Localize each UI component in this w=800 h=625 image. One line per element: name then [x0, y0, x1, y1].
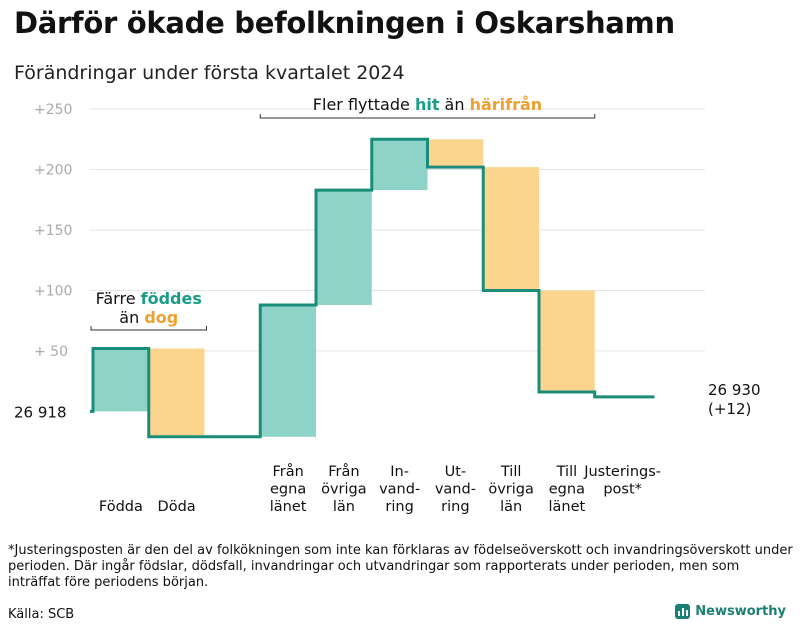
chart-title: Därför ökade befolkningen i Oskarshamn [14, 6, 675, 40]
category-label: Födda [99, 499, 143, 515]
chart-subtitle: Förändringar under första kvartalet 2024 [14, 62, 405, 84]
category-label: län [333, 499, 355, 515]
waterfall-bar [260, 304, 316, 437]
footnote: *Justeringsposten är den del av folkökni… [8, 543, 793, 590]
waterfall-bar [427, 139, 484, 168]
y-tick-label: + 50 [34, 344, 68, 360]
category-label: Till [556, 464, 578, 480]
annotation-bracket [259, 114, 596, 119]
annotation-bracket [90, 326, 207, 331]
end-change-label: (+12) [708, 400, 751, 418]
category-label: övriga [488, 482, 534, 498]
category-label: länet [549, 499, 586, 515]
waterfall-bar [316, 190, 372, 305]
y-tick-label: +150 [34, 223, 72, 239]
category-label: län [500, 499, 522, 515]
waterfall-bar [483, 167, 539, 291]
category-label: Ut- [445, 464, 467, 480]
newsworthy-logo-icon [675, 604, 691, 619]
waterfall-bar [93, 348, 149, 412]
category-label: vand- [435, 482, 476, 498]
category-label: ring [441, 499, 469, 515]
category-label: post* [603, 482, 642, 498]
y-tick-label: +200 [34, 163, 72, 179]
category-label: Justerings- [583, 464, 661, 480]
y-tick-label: +250 [34, 102, 72, 118]
waterfall-bar [371, 139, 428, 191]
logo-text: Newsworthy [695, 604, 786, 619]
annotation-text: Fler flyttade hit än härifrån [313, 95, 542, 114]
category-label: vand- [379, 482, 420, 498]
waterfall-bar [148, 348, 205, 437]
category-label: ring [385, 499, 413, 515]
end-value-label: 26 930 [708, 381, 761, 399]
category-label: Döda [158, 499, 196, 515]
category-label: övriga [321, 482, 367, 498]
category-label: Till [500, 464, 522, 480]
cumulative-step-line [90, 137, 655, 439]
waterfall-bar [539, 290, 595, 393]
category-label: Från [272, 463, 303, 480]
source-label: Källa: SCB [8, 607, 75, 622]
category-label: egna [549, 482, 585, 498]
waterfall-chart: + 50 +100 +150 +200 +250 26 918 26 930(+12) Föd… [14, 95, 761, 515]
newsworthy-logo: Newsworthy [675, 604, 786, 619]
annotation-text: än dog [119, 308, 178, 327]
category-label: länet [270, 499, 307, 515]
category-label: egna [270, 482, 306, 498]
category-label: In- [390, 464, 409, 480]
start-value-label: 26 918 [14, 403, 67, 421]
category-label: Från [328, 463, 359, 480]
y-tick-label: +100 [34, 283, 72, 299]
annotation-text: Färre föddes [96, 289, 202, 308]
